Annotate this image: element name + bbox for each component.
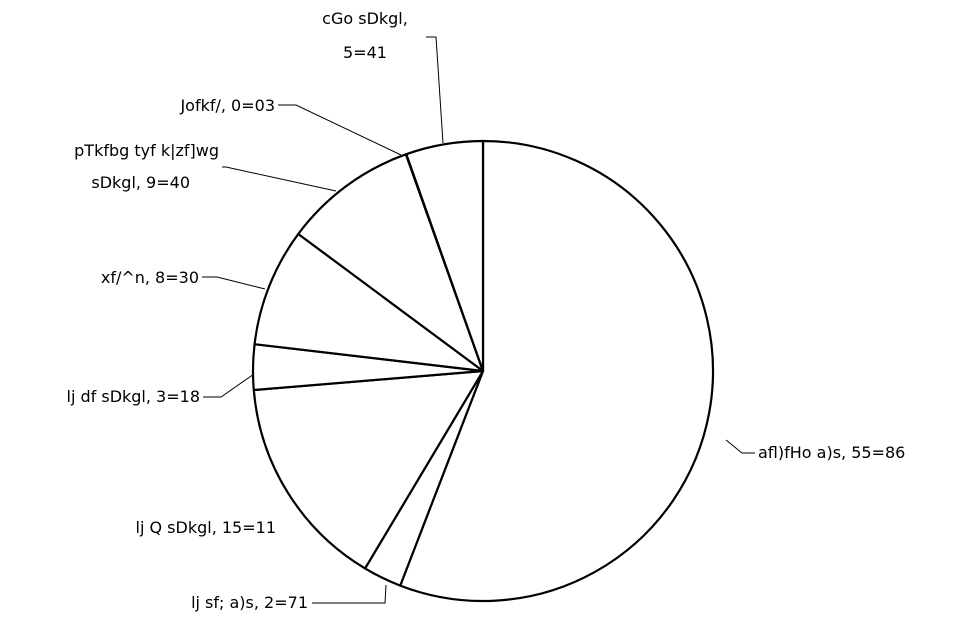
- slice-label-4: lj df sDkgl, 3=18: [67, 387, 201, 406]
- slice-label-7: Jofkf/, 0=03: [179, 96, 275, 115]
- slice-label-3: lj Q sDkgl, 15=11: [136, 518, 276, 537]
- slice-label-8-line-1: cGo sDkgl,: [322, 9, 408, 28]
- leader-line-1: [725, 439, 755, 454]
- slice-labels: afl)fHo a)s, 55=86 lj sf; a)s, 2=71 lj Q s…: [67, 9, 906, 612]
- pie-slice-8: [405, 139, 485, 373]
- slice-label-2: lj sf; a)s, 2=71: [191, 593, 308, 612]
- leader-line-2: [312, 584, 387, 604]
- leader-line-4: [203, 373, 255, 398]
- slice-label-5: xf/^n, 8=30: [101, 268, 199, 287]
- pie-slice-1: [399, 139, 715, 603]
- leader-lines: [202, 36, 755, 604]
- pie-slice-5: [253, 232, 485, 373]
- slice-label-6-line-1: pTkfbg tyf k|zf]wg: [74, 141, 219, 160]
- slice-label-8-line-2: 5=41: [343, 43, 387, 62]
- leader-line-5: [202, 276, 266, 290]
- pie-slices: [251, 139, 715, 603]
- pie-slice-3: [252, 369, 485, 570]
- pie-slice-6: [297, 153, 485, 373]
- slice-label-1: afl)fHo a)s, 55=86: [758, 443, 905, 462]
- leader-line-6: [222, 166, 337, 192]
- slice-label-6-line-2: sDkgl, 9=40: [91, 173, 190, 192]
- leader-line-8: [426, 36, 444, 144]
- leader-line-7: [278, 104, 402, 156]
